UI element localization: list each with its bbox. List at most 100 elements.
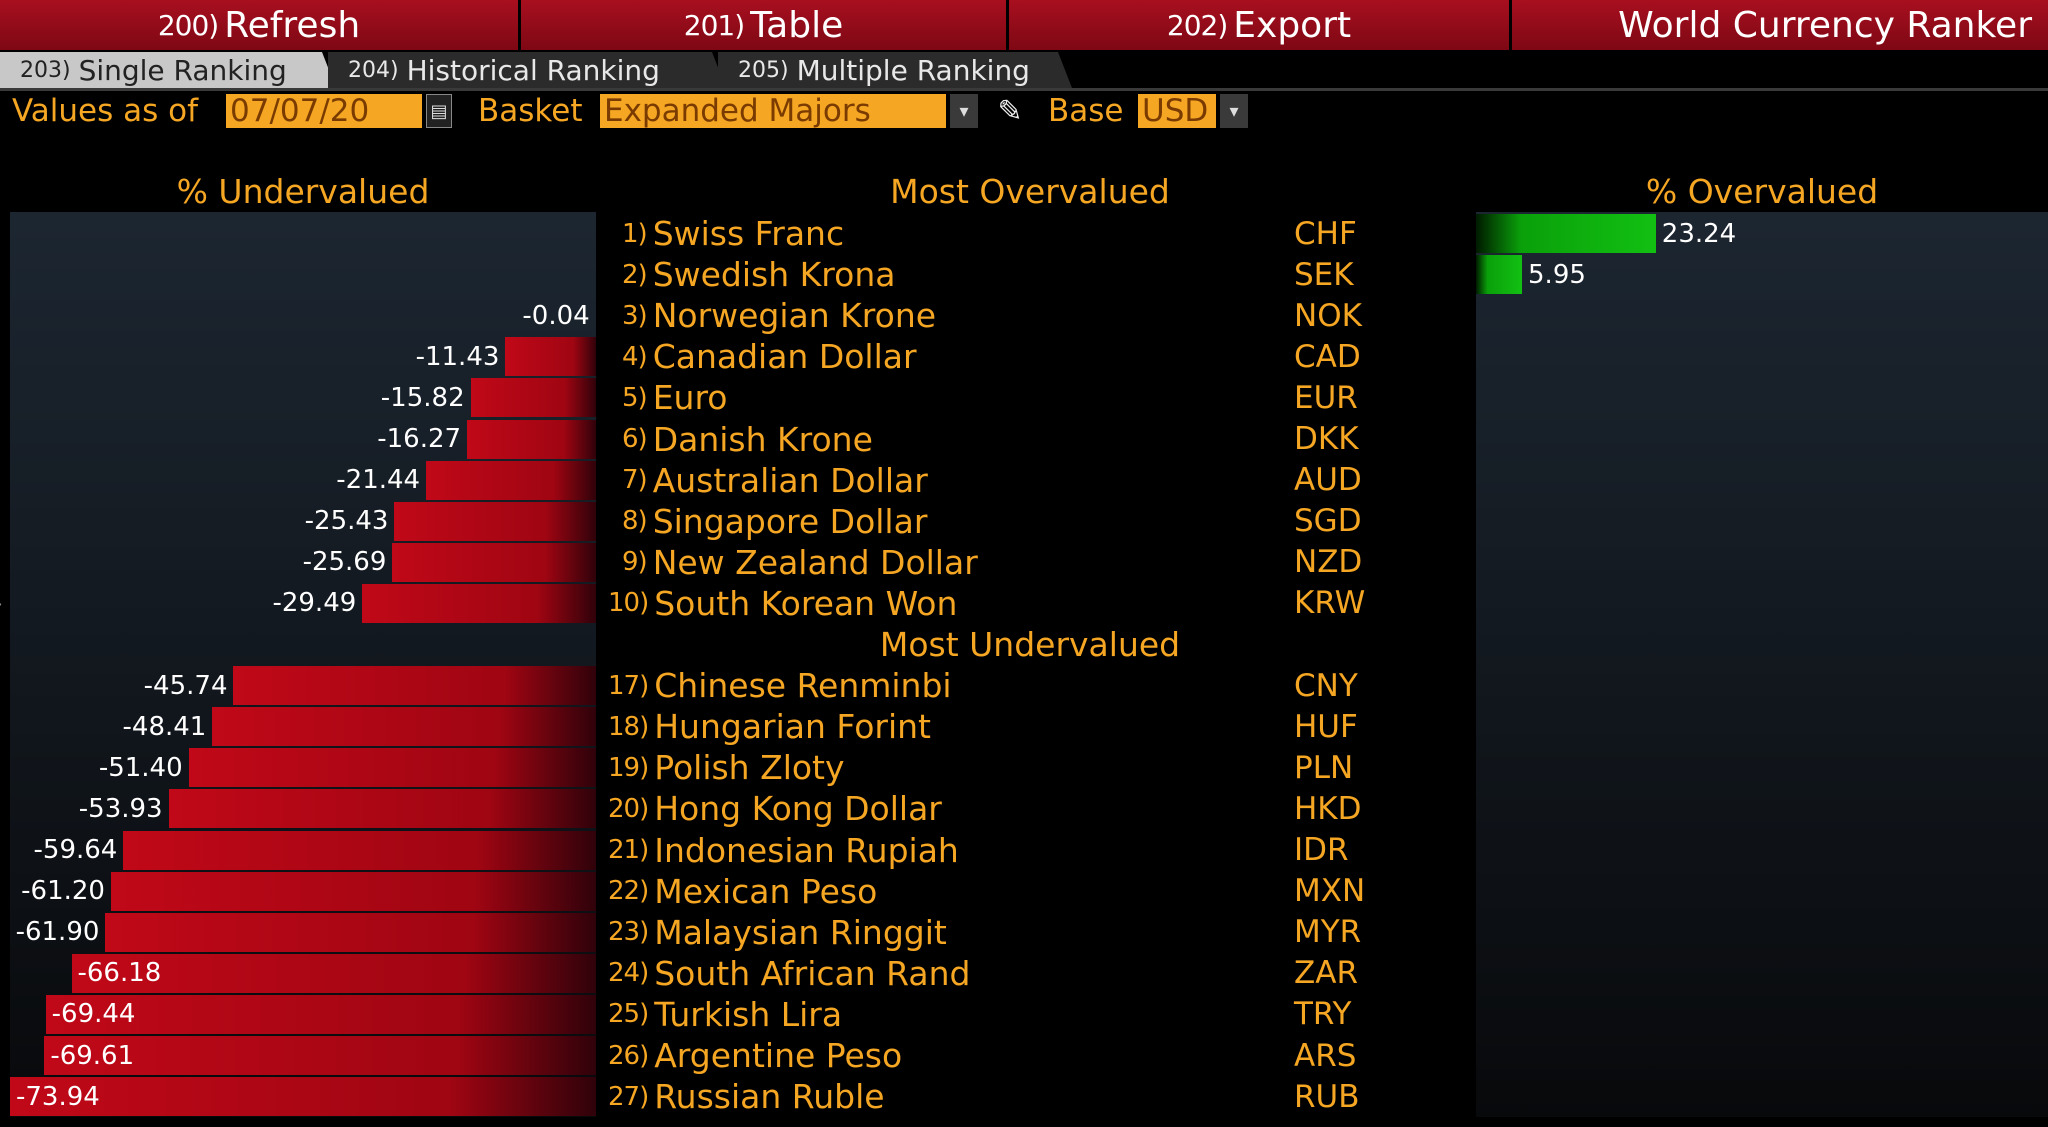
value-label: -48.41 [122,711,207,742]
currency-code: EUR [1294,379,1358,416]
rank-number: 20) [608,793,649,824]
currency-name-link[interactable]: 27) Russian Ruble [608,1076,885,1117]
table-button[interactable]: 201) Table [521,0,1009,50]
tab-number: 203) [20,57,71,83]
currency-name: Swiss Franc [652,214,845,253]
currency-name-link[interactable]: 8) Singapore Dollar [622,501,927,542]
value-label: -59.64 [33,835,118,865]
currency-name-link[interactable]: 17) Chinese Renminbi [608,665,952,706]
currency-name: Swedish Krona [652,255,896,295]
currency-name: Hong Kong Dollar [654,789,942,829]
currency-code: TRY [1294,996,1352,1033]
currency-name-link[interactable]: 4) Canadian Dollar [622,336,917,377]
rank-number: 21) [608,835,649,865]
currency-name-link[interactable]: 7) Australian Dollar [622,460,928,501]
currency-name: Argentine Peso [654,1036,903,1075]
currency-name-link[interactable]: 3) Norwegian Krone [622,295,936,336]
currency-name-link[interactable]: 19) Polish Zloty [608,747,845,788]
currency-name-link[interactable]: 5) Euro [622,377,728,418]
tab-divider [0,88,2048,91]
calendar-icon[interactable]: ▤ [426,94,452,128]
table-button-label: Table [750,4,844,46]
currency-name-link[interactable]: 25) Turkish Lira [608,994,842,1035]
refresh-button[interactable]: 200) Refresh [0,0,521,50]
export-button-label: Export [1233,4,1352,46]
value-label: -73.94 [16,1081,100,1112]
rank-number: 9) [622,547,648,578]
value-label: -61.90 [15,917,100,948]
undervalued-bar [188,748,596,788]
currency-name-link[interactable]: 24) South African Rand [608,953,970,994]
ranking-tabs: 203) Single Ranking 204) Historical Rank… [0,52,2048,88]
export-button[interactable]: 202) Export [1009,0,1512,50]
base-label: Base [1048,93,1124,129]
value-label: -0.04 [522,300,590,331]
tab-historical-ranking[interactable]: 204) Historical Ranking [328,52,726,88]
rank-number: 23) [608,917,649,948]
rank-number: 4) [622,341,648,372]
undervalued-bar [467,419,596,459]
currency-name: Indonesian Rupiah [654,830,959,870]
currency-code: CNY [1294,667,1358,704]
currency-name-link[interactable]: 2) Swedish Krona [622,254,895,295]
overvalued-header: % Overvalued [1645,171,1879,211]
currency-code: PLN [1294,749,1354,786]
currency-name-link[interactable]: 6) Danish Krone [622,419,873,460]
basket-dropdown-icon[interactable]: ▾ [950,94,978,128]
currency-code: RUB [1294,1078,1360,1115]
currency-name: Australian Dollar [652,460,928,500]
controls-row: Values as of 07/07/20 ▤ Basket Expanded … [0,92,2048,132]
currency-name-link[interactable]: 1) Swiss Franc [622,213,844,254]
rank-number: 18) [608,711,649,742]
pencil-icon[interactable]: ✎ [997,93,1023,129]
tab-label: Multiple Ranking [796,53,1030,87]
rank-number: 19) [608,752,649,783]
currency-name-link[interactable]: 23) Malaysian Ringgit [608,912,947,953]
currency-code: CAD [1294,338,1361,375]
currency-code: HUF [1294,708,1358,745]
currency-name: Mexican Peso [654,871,878,911]
currency-name-link[interactable]: 9) New Zealand Dollar [622,542,978,583]
undervalued-bar [44,1036,596,1075]
tab-multiple-ranking[interactable]: 205) Multiple Ranking [718,52,1072,88]
overvalued-bar [1476,255,1523,295]
currency-name-link[interactable]: 21) Indonesian Rupiah [608,830,959,871]
value-label: -53.93 [78,793,163,824]
app-title: World Currency Ranker [1512,0,2048,50]
currency-code: MXN [1294,873,1366,910]
currency-name: Turkish Lira [654,994,843,1034]
basket-select[interactable]: Expanded Majors [600,93,946,129]
export-button-number: 202) [1166,8,1228,42]
base-dropdown-icon[interactable]: ▾ [1220,94,1248,128]
base-select[interactable]: USD [1138,93,1216,129]
currency-name-link[interactable]: 26) Argentine Peso [608,1035,902,1076]
tab-single-ranking[interactable]: 203) Single Ranking [0,52,336,88]
basket-label: Basket [478,93,583,129]
currency-code: ARS [1294,1037,1357,1074]
values-as-of-label: Values as of [12,93,199,129]
currency-name-link[interactable]: 20) Hong Kong Dollar [608,788,942,829]
value-label: -25.43 [304,506,389,537]
undervalued-bar [233,666,596,706]
currency-code: NZD [1294,544,1363,581]
value-label: -69.61 [50,1040,135,1071]
undervalued-bar [394,501,596,541]
currency-code: CHF [1294,215,1357,252]
rank-number: 26) [608,1040,649,1071]
currency-code: SEK [1294,256,1354,293]
currency-name: Danish Krone [652,419,873,459]
date-input[interactable]: 07/07/20 [226,93,422,129]
undervalued-bar [470,378,596,418]
currency-name-link[interactable]: 10) South Korean Won [608,583,957,624]
value-label: -51.40 [98,752,183,783]
currency-code: SGD [1294,503,1362,540]
chevron-right-icon[interactable]: › [0,592,3,617]
value-label: -25.69 [302,547,387,578]
currency-code: ZAR [1294,955,1358,992]
currency-name: South Korean Won [654,583,958,623]
currency-name-link[interactable]: 22) Mexican Peso [608,871,877,912]
currency-name-link[interactable]: 18) Hungarian Forint [608,706,931,747]
undervalued-bar [168,789,596,829]
currency-name: Chinese Renminbi [654,666,952,706]
value-label: -66.18 [77,958,162,989]
